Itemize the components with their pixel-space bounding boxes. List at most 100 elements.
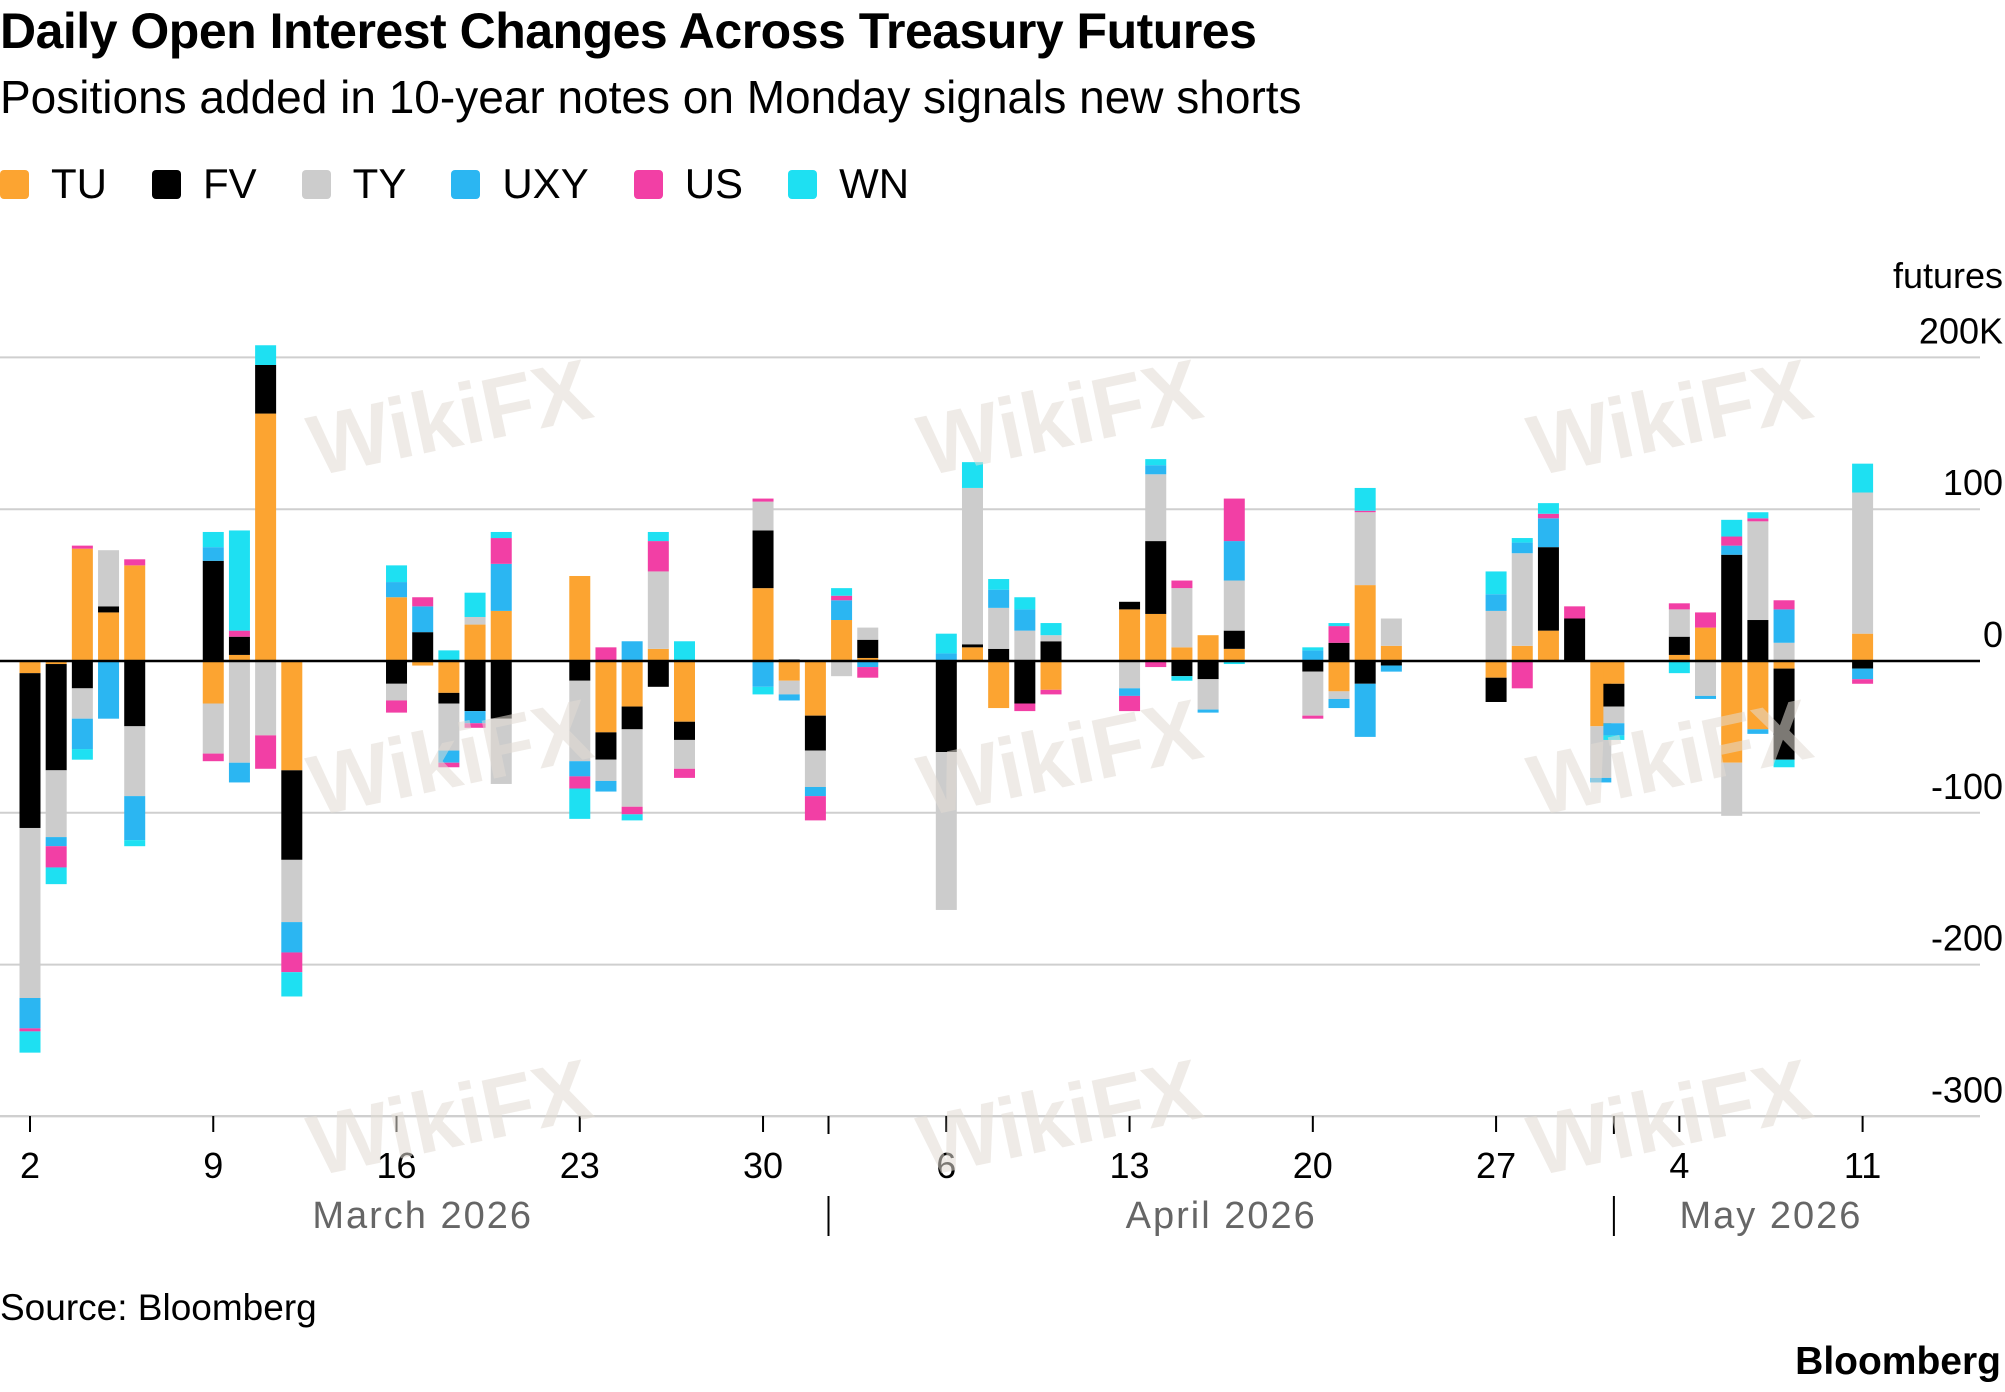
bar-segment-uxy bbox=[831, 600, 853, 621]
bar-segment-ty bbox=[1145, 474, 1167, 542]
bar-segment-ty bbox=[935, 752, 957, 910]
bar-segment-uxy bbox=[464, 711, 486, 724]
bar-segment-us bbox=[804, 796, 826, 821]
y-tick-label: 100 bbox=[1943, 462, 2003, 503]
bar-segment-wn bbox=[19, 1031, 41, 1053]
bar-segment-ty bbox=[1511, 553, 1533, 646]
bar-segment-fv bbox=[1668, 636, 1690, 655]
bar-segment-tu bbox=[674, 661, 695, 722]
bar-segment-ty bbox=[386, 683, 408, 701]
bar-segment-uxy bbox=[778, 694, 800, 701]
bar-segment-tu bbox=[831, 620, 853, 661]
bar-segment-fv bbox=[1773, 668, 1795, 760]
bar-segment-fv bbox=[438, 692, 460, 704]
bar-segment-uxy bbox=[281, 922, 303, 953]
legend-label-fv: FV bbox=[203, 160, 257, 207]
legend-item-tu: TU bbox=[0, 160, 107, 208]
bar-segment-tu bbox=[804, 661, 826, 716]
bar-segment-us bbox=[1040, 689, 1062, 695]
bar-segment-tu bbox=[1119, 609, 1141, 661]
bar-segment-tu bbox=[19, 661, 41, 674]
bar-segment-wn bbox=[961, 462, 983, 488]
bar-segment-fv bbox=[1223, 630, 1245, 649]
bar-segment-uxy bbox=[1537, 518, 1559, 548]
month-label: April 2026 bbox=[1126, 1195, 1317, 1237]
bar-segment-ty bbox=[1223, 580, 1245, 631]
legend-label-wn: WN bbox=[839, 160, 910, 207]
bar-segment-fv bbox=[19, 673, 41, 828]
bar-segment-ty bbox=[752, 501, 774, 531]
bar-segment-uxy bbox=[490, 563, 512, 611]
bar-segment-fv bbox=[1171, 661, 1193, 677]
bar-segment-tu bbox=[1354, 585, 1376, 661]
bar-segment-uxy bbox=[1590, 777, 1612, 783]
bar-segment-fv bbox=[1354, 661, 1376, 684]
bar-segment-ty bbox=[961, 487, 983, 645]
bar-segment-fv bbox=[1603, 683, 1625, 707]
bar-segment-ty bbox=[1302, 671, 1324, 716]
bar-segment-wn bbox=[1014, 597, 1036, 610]
bar-segment-tu bbox=[1695, 627, 1717, 661]
bar-segment-tu bbox=[124, 565, 146, 661]
bar-segment-tu bbox=[1668, 654, 1690, 661]
bar-segment-tu bbox=[281, 661, 303, 771]
bar-segment-us bbox=[1564, 606, 1586, 619]
bar-segment-ty bbox=[988, 607, 1010, 649]
bar-segment-us bbox=[412, 597, 434, 607]
bar-segment-uxy bbox=[19, 997, 41, 1029]
bar-segment-ty bbox=[464, 616, 486, 625]
bar-segment-ty bbox=[228, 661, 250, 763]
bar-segment-tu bbox=[255, 413, 277, 661]
y-tick-label: -200 bbox=[1931, 918, 2003, 959]
bar-segment-fv bbox=[1014, 661, 1036, 704]
bar-segment-us bbox=[1328, 626, 1350, 643]
bar-segment-fv bbox=[124, 661, 146, 727]
bar-segment-fv bbox=[71, 661, 93, 689]
bar-segment-wn bbox=[1511, 538, 1533, 543]
bar-segment-wn bbox=[569, 788, 591, 819]
bar-segment-fv bbox=[98, 606, 120, 613]
bar-segment-ty bbox=[1747, 521, 1769, 621]
bar-segment-us bbox=[464, 723, 486, 728]
bar-segment-wn bbox=[1668, 661, 1690, 674]
bar-segment-uxy bbox=[1485, 594, 1507, 611]
bar-segment-tu bbox=[1171, 647, 1193, 661]
x-tick-label: 27 bbox=[1476, 1145, 1516, 1186]
y-axis-label: futures bbox=[1893, 255, 2003, 296]
bar-segment-tu bbox=[961, 647, 983, 661]
bar-segment-wn bbox=[71, 749, 93, 760]
bar-segment-fv bbox=[281, 770, 303, 860]
bar-segment-fv bbox=[202, 560, 224, 661]
bar-segment-us bbox=[1171, 580, 1193, 589]
bar-segment-fv bbox=[674, 721, 695, 740]
x-tick-label: 30 bbox=[743, 1145, 783, 1186]
bar-segment-ty bbox=[778, 680, 800, 695]
bar-segment-ty bbox=[1603, 706, 1625, 724]
bar-segment-uxy bbox=[1197, 709, 1219, 713]
bar-segment-us bbox=[19, 1028, 41, 1032]
bar-segment-tu bbox=[98, 612, 120, 661]
bar-segment-tu bbox=[778, 661, 800, 681]
bar-segment-us bbox=[255, 735, 277, 769]
x-tick-label: 13 bbox=[1110, 1145, 1150, 1186]
bar-segment-ty bbox=[647, 571, 669, 649]
bar-segment-ty bbox=[1485, 610, 1507, 661]
bar-segment-us bbox=[1302, 715, 1324, 719]
bar-segment-wn bbox=[281, 972, 303, 997]
bar-segment-us bbox=[281, 952, 303, 973]
bar-segment-tu bbox=[1747, 661, 1769, 730]
bar-segment-tu bbox=[1852, 633, 1874, 661]
bar-segment-uxy bbox=[71, 718, 93, 750]
bar-segment-wn bbox=[1747, 512, 1769, 519]
bar-segment-us bbox=[1223, 498, 1245, 542]
bar-segment-wn bbox=[647, 531, 669, 542]
legend-label-tu: TU bbox=[51, 160, 107, 207]
bar-segment-tu bbox=[202, 661, 224, 704]
x-tick-label: 9 bbox=[203, 1145, 223, 1186]
bar-segment-fv bbox=[1302, 661, 1324, 672]
bar-segment-wn bbox=[124, 840, 146, 847]
source-note: Source: Bloomberg bbox=[0, 1287, 317, 1328]
bar-segment-fv bbox=[621, 706, 643, 730]
bar-segment-fv bbox=[647, 661, 669, 687]
